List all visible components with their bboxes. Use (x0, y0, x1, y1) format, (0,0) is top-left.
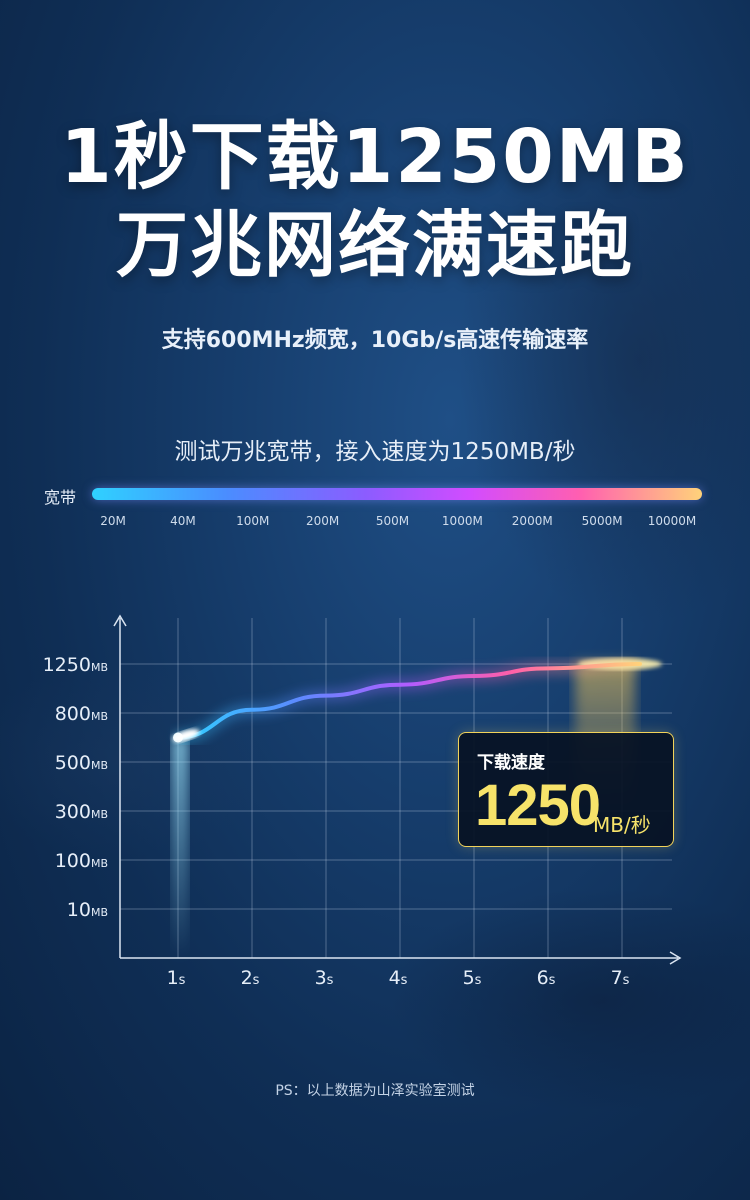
y-tick-label: 500MB (55, 752, 108, 774)
x-axis-arrow-icon (669, 951, 682, 965)
headline-line2: 万兆网络满速跑 (115, 203, 634, 287)
y-tick-label: 10MB (67, 899, 108, 921)
bandwidth-caption: 测试万兆宽带，接入速度为1250MB/秒 (174, 439, 576, 465)
x-tick-unit: s (549, 973, 556, 988)
x-tick-unit: s (475, 973, 482, 988)
headline-line1: 1秒下载1250MB (60, 114, 690, 200)
bandwidth-tick: 20M (100, 514, 126, 528)
y-tick-value: 300 (55, 801, 91, 823)
bandwidth-tick: 5000M (581, 514, 623, 528)
series-line-glow (177, 659, 641, 743)
chart-axes (113, 614, 682, 965)
y-tick-unit: MB (91, 661, 108, 674)
x-tick-label: 6s (537, 967, 556, 989)
speed-box-value: 1250 (475, 773, 601, 838)
x-tick-value: 4 (389, 967, 401, 989)
x-tick-value: 5 (463, 967, 475, 989)
x-tick-label: 3s (315, 967, 334, 989)
bandwidth-tick: 1000M (441, 514, 483, 528)
x-tick-value: 3 (315, 967, 327, 989)
x-tick-value: 7 (611, 967, 623, 989)
y-tick-label: 100MB (55, 850, 108, 872)
bandwidth-label: 宽带 (44, 488, 77, 507)
speed-box-unit: MB/秒 (593, 813, 651, 837)
comet-head-glow (172, 729, 200, 742)
y-axis-arrow-icon (113, 614, 127, 627)
x-tick-unit: s (179, 973, 186, 988)
chart-curve-group (172, 659, 642, 743)
x-tick-unit: s (253, 973, 260, 988)
speed-box-label: 下载速度 (477, 753, 545, 773)
y-tick-label: 800MB (55, 703, 108, 725)
bandwidth-tick: 500M (375, 514, 410, 528)
y-tick-unit: MB (91, 857, 108, 870)
bandwidth-tick: 2000M (511, 514, 553, 528)
x-axis-labels: 1s 2s 3s 4s 5s 6s 7s (167, 967, 630, 989)
y-tick-label: 1250MB (43, 654, 108, 676)
y-tick-unit: MB (91, 906, 108, 919)
bandwidth-tick: 40M (170, 514, 196, 528)
bandwidth-tick: 100M (236, 514, 270, 528)
download-speed-box: 下载速度 1250 MB/秒 (458, 732, 674, 847)
x-tick-unit: s (327, 973, 334, 988)
x-tick-value: 1 (167, 967, 179, 989)
x-tick-label: 1s (167, 967, 186, 989)
start-glow-beam (172, 737, 188, 958)
y-tick-label: 300MB (55, 801, 108, 823)
bandwidth-tick: 10000M (647, 514, 697, 528)
x-tick-label: 2s (241, 967, 260, 989)
y-tick-value: 1250 (43, 654, 91, 676)
x-tick-unit: s (401, 973, 408, 988)
x-tick-label: 4s (389, 967, 408, 989)
x-tick-unit: s (623, 973, 630, 988)
y-tick-value: 800 (55, 703, 91, 725)
y-tick-value: 10 (67, 899, 91, 921)
bandwidth-tick: 200M (305, 514, 340, 528)
y-tick-value: 100 (55, 850, 91, 872)
footnote: PS：以上数据为山泽实验室测试 (275, 1083, 475, 1099)
x-tick-label: 5s (463, 967, 482, 989)
x-tick-value: 6 (537, 967, 549, 989)
x-tick-value: 2 (241, 967, 253, 989)
y-tick-unit: MB (91, 710, 108, 723)
x-tick-label: 7s (611, 967, 630, 989)
y-tick-value: 500 (55, 752, 91, 774)
y-tick-unit: MB (91, 759, 108, 772)
subtitle: 支持600MHz频宽，10Gb/s高速传输速率 (161, 328, 589, 353)
y-tick-unit: MB (91, 808, 108, 821)
bandwidth-gradient-bar (92, 488, 702, 500)
series-line (176, 662, 642, 740)
